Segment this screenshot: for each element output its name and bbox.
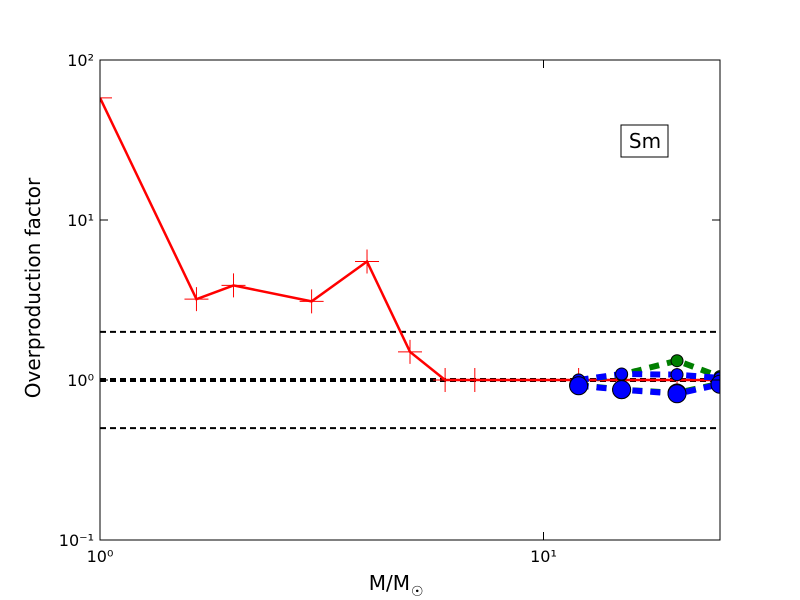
marker [100, 85, 112, 110]
x-tick-label: 10¹ [530, 547, 557, 566]
marker [667, 384, 687, 404]
marker [433, 368, 458, 392]
y-tick-label: 10⁰ [67, 371, 94, 390]
marker [398, 339, 422, 364]
series-line [578, 381, 720, 397]
marker [612, 380, 632, 400]
marker [299, 289, 324, 314]
marker [615, 367, 629, 381]
series-line [578, 371, 720, 383]
y-tick-label: 10¹ [67, 211, 94, 230]
y-axis-label: Overproduction factor [21, 177, 45, 398]
marker [569, 376, 589, 396]
annotation: Sm [629, 129, 661, 153]
axes-frame [99, 59, 721, 541]
marker [670, 368, 684, 382]
marker [355, 249, 380, 274]
x-axis-label-sub: ☉ [411, 584, 424, 600]
marker [670, 354, 684, 368]
plot-area [100, 85, 720, 430]
annotation-box [620, 124, 669, 158]
marker [462, 368, 487, 392]
marker [221, 273, 246, 298]
y-tick-label: 10² [67, 51, 94, 70]
y-tick-label: 10⁻¹ [59, 531, 94, 550]
x-tick-label: 10⁰ [87, 547, 114, 566]
marker [184, 287, 209, 312]
x-axis-label: M/M [369, 571, 410, 595]
